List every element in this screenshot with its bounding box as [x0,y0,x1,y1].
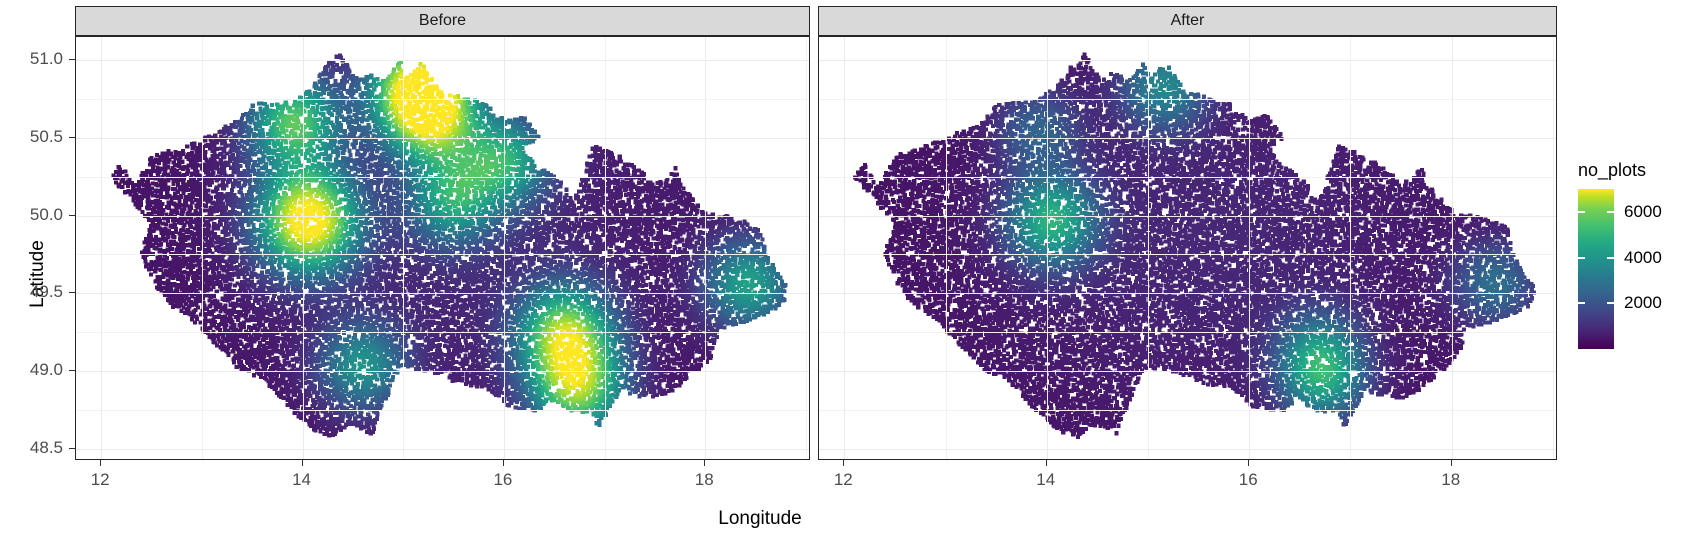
x-tick-mark [1248,460,1250,466]
y-tick-mark [69,369,75,371]
gridline-minor-horizontal [76,176,809,178]
scatter-points-before [76,37,809,459]
x-tick-mark [1450,460,1452,466]
legend-tick-mark [1578,302,1585,305]
y-tick-label: 50.0 [30,205,63,225]
y-tick-label: 49.5 [30,282,63,302]
x-tick-label: 14 [1036,470,1055,490]
x-tick-label: 12 [91,470,110,490]
x-tick-mark [704,460,706,466]
gridline-minor-horizontal [76,332,809,334]
y-tick-mark [69,447,75,449]
legend-title: no_plots [1578,160,1685,181]
gridline-major-vertical [1451,37,1453,459]
facet-strip-before-label: Before [419,12,466,30]
gridline-major-horizontal [819,215,1556,217]
gridline-major-vertical [1046,37,1048,459]
x-tick-label: 18 [1441,470,1460,490]
legend-tick-label: 6000 [1624,202,1662,222]
facet-strip-before: Before [75,6,810,36]
legend-colorbar: 2000 4000 6000 [1578,189,1662,349]
x-tick-label: 18 [695,470,714,490]
y-tick-mark [69,59,75,61]
legend-gradient [1578,189,1614,349]
gridline-minor-vertical [1350,37,1352,459]
gridline-minor-horizontal [819,409,1556,411]
y-tick-label: 49.0 [30,360,63,380]
legend-tick-mark [1607,210,1614,213]
gridline-minor-vertical [604,37,606,459]
facet-panel-after [818,36,1557,460]
y-tick-label: 50.5 [30,127,63,147]
facet-panel-before [75,36,810,460]
gridline-major-horizontal [819,293,1556,295]
y-tick-mark [69,292,75,294]
gridline-major-vertical [705,37,707,459]
scatter-points-after [819,37,1556,459]
y-tick-mark [69,136,75,138]
gridline-major-horizontal [76,137,809,139]
gridline-major-horizontal [819,137,1556,139]
x-tick-label: 16 [493,470,512,490]
x-tick-mark [1045,460,1047,466]
legend-tick-mark [1607,302,1614,305]
gridline-minor-horizontal [819,99,1556,101]
facet-strip-after-label: After [1171,12,1205,30]
gridline-minor-horizontal [819,254,1556,256]
gridline-major-horizontal [76,215,809,217]
gridline-major-horizontal [76,370,809,372]
gridline-major-horizontal [819,370,1556,372]
gridline-minor-vertical [201,37,203,459]
legend: no_plots 2000 4000 6000 [1578,160,1685,349]
gridline-minor-vertical [403,37,405,459]
x-axis-title: Longitude [718,508,801,530]
x-tick-label: 14 [292,470,311,490]
legend-tick-mark [1607,256,1614,259]
y-tick-mark [69,214,75,216]
gridline-major-horizontal [76,448,809,450]
x-tick-mark [843,460,845,466]
x-tick-mark [301,460,303,466]
gridline-major-horizontal [76,60,809,62]
legend-tick-label: 4000 [1624,248,1662,268]
gridline-major-horizontal [819,60,1556,62]
gridline-minor-horizontal [819,176,1556,178]
y-tick-label: 48.5 [30,438,63,458]
gridline-major-vertical [302,37,304,459]
gridline-minor-vertical [805,37,807,459]
gridline-major-vertical [1249,37,1251,459]
gridline-minor-horizontal [819,332,1556,334]
gridline-minor-horizontal [76,99,809,101]
x-tick-label: 16 [1239,470,1258,490]
y-tick-label: 51.0 [30,49,63,69]
gridline-minor-horizontal [76,254,809,256]
x-tick-label: 12 [834,470,853,490]
gridline-minor-horizontal [76,409,809,411]
legend-tick-mark [1578,256,1585,259]
gridline-major-vertical [101,37,103,459]
facet-strip-after: After [818,6,1557,36]
gridline-major-vertical [844,37,846,459]
legend-tick-mark [1578,210,1585,213]
gridline-major-horizontal [76,293,809,295]
x-tick-mark [100,460,102,466]
gridline-minor-vertical [945,37,947,459]
legend-tick-label: 2000 [1624,293,1662,313]
gridline-minor-vertical [1552,37,1554,459]
x-tick-mark [502,460,504,466]
gridline-minor-vertical [1148,37,1149,459]
gridline-major-horizontal [819,448,1556,450]
gridline-major-vertical [503,37,505,459]
